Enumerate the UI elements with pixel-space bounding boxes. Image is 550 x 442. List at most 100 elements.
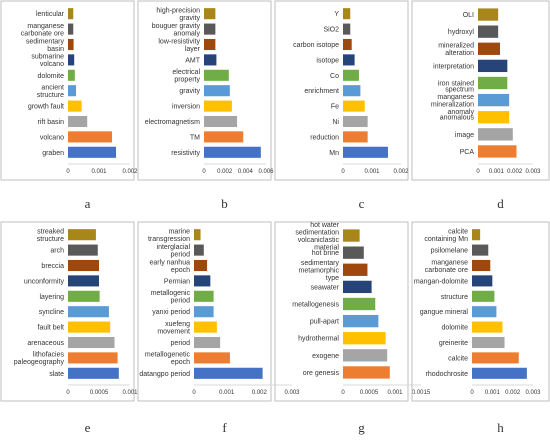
category-label: exogene [312,353,339,360]
category-label: seawater [311,284,340,291]
category-label: greinerite [439,340,468,347]
bar [478,93,510,107]
category-label: sedimentary basin [26,38,65,53]
category-label: arenaceous [27,340,64,347]
bar [68,306,109,318]
category-label: hot water sedimentation volcaniclastic mate… [295,222,339,252]
bar [204,100,232,112]
bar [343,332,386,345]
category-label: Permian [164,278,190,285]
x-tick-label: 0.0015 [412,390,431,396]
category-label: reduction [310,134,339,141]
category-label: xuefeng movement [157,321,190,336]
x-tick-label: 0.001 [219,390,235,396]
category-label: dolomite [442,325,469,332]
category-label: breccia [41,263,64,270]
bar [472,259,491,272]
bar [343,146,388,158]
category-label: OLI [463,12,474,19]
bar [68,146,117,158]
x-tick-label: 0.002 [507,169,523,175]
x-tick-label: 0 [66,390,70,396]
bar [343,23,351,35]
bar [472,336,505,349]
panel-label: d [497,196,504,211]
category-label: hydrothermal [298,336,339,343]
bar [343,131,368,143]
panel-frame [137,0,272,181]
category-label: period [171,340,191,347]
panel-e: streaked structure arch breccia unconformity… [0,221,138,435]
bar [194,336,221,349]
x-tick-label: 0 [341,169,345,175]
bar [68,229,96,241]
category-label: low-resistivity layer [158,38,200,53]
bar [68,259,99,272]
bar [68,85,77,97]
category-label: PCA [460,149,475,156]
panel-label: a [85,196,91,211]
category-label: isotope [316,57,339,64]
x-tick-label: 0 [202,169,206,175]
bar [68,367,119,379]
category-label: bouguer gravity anomaly [152,23,201,37]
category-label: hot brine [312,250,339,257]
bar [343,54,355,66]
x-tick-label: 0.001 [364,169,380,175]
x-tick-label: 0 [192,390,196,396]
bar [478,42,500,55]
x-tick-label: 0.001 [122,390,138,396]
bar [68,336,115,349]
panel-frame [137,221,272,402]
category-label: spectrum manganese mineralization anomaly [431,86,475,116]
category-label: ancient structure [37,84,64,99]
bar [343,263,368,276]
category-label: slate [49,371,64,378]
category-label: rift basin [38,119,65,126]
panel-frame [0,221,135,402]
category-label: rhodochrosite [426,371,469,378]
x-tick-label: 0.002 [505,390,521,396]
bar [472,229,481,241]
category-label: inversion [172,104,200,111]
bar [194,290,214,302]
x-tick-label: 0 [476,169,480,175]
x-tick-label: 0 [66,169,70,175]
panel-g: hot water sedimentation volcaniclastic mate… [274,221,431,435]
bar [478,145,517,158]
bar [68,100,82,112]
category-label: Mn [329,150,339,157]
x-tick-label: 0.0005 [360,390,379,396]
bar [194,321,217,333]
category-label: hydroxyl [448,29,475,36]
category-label: dolomite [38,73,65,80]
panel-h: calcite containing Mn psilomelane manganese… [411,221,550,435]
x-tick-label: 0.002 [393,169,409,175]
bar [478,8,499,21]
bar [68,244,98,256]
bar [343,229,360,242]
bar [343,8,351,20]
x-tick-label: 0.004 [238,169,254,175]
category-label: metallogenetic epoch [145,352,191,367]
category-label: mineralized alteration [438,43,474,58]
bar [68,131,113,143]
bar [194,352,230,364]
x-tick-label: 0.0005 [90,390,109,396]
x-tick-label: 0.001 [91,169,107,175]
bar [68,275,99,287]
category-label: manganese carbonate ore [21,23,64,37]
bar [204,8,216,20]
category-label: image [455,132,474,139]
panel-label: h [497,420,504,435]
category-label: enrichment [304,88,339,95]
bar [472,321,503,333]
bar [204,54,217,66]
bar [343,100,365,112]
category-label: syncline [39,309,64,316]
category-label: lenticular [36,11,65,18]
panel-frame [411,0,550,181]
bar [472,306,497,318]
bar [68,290,100,302]
